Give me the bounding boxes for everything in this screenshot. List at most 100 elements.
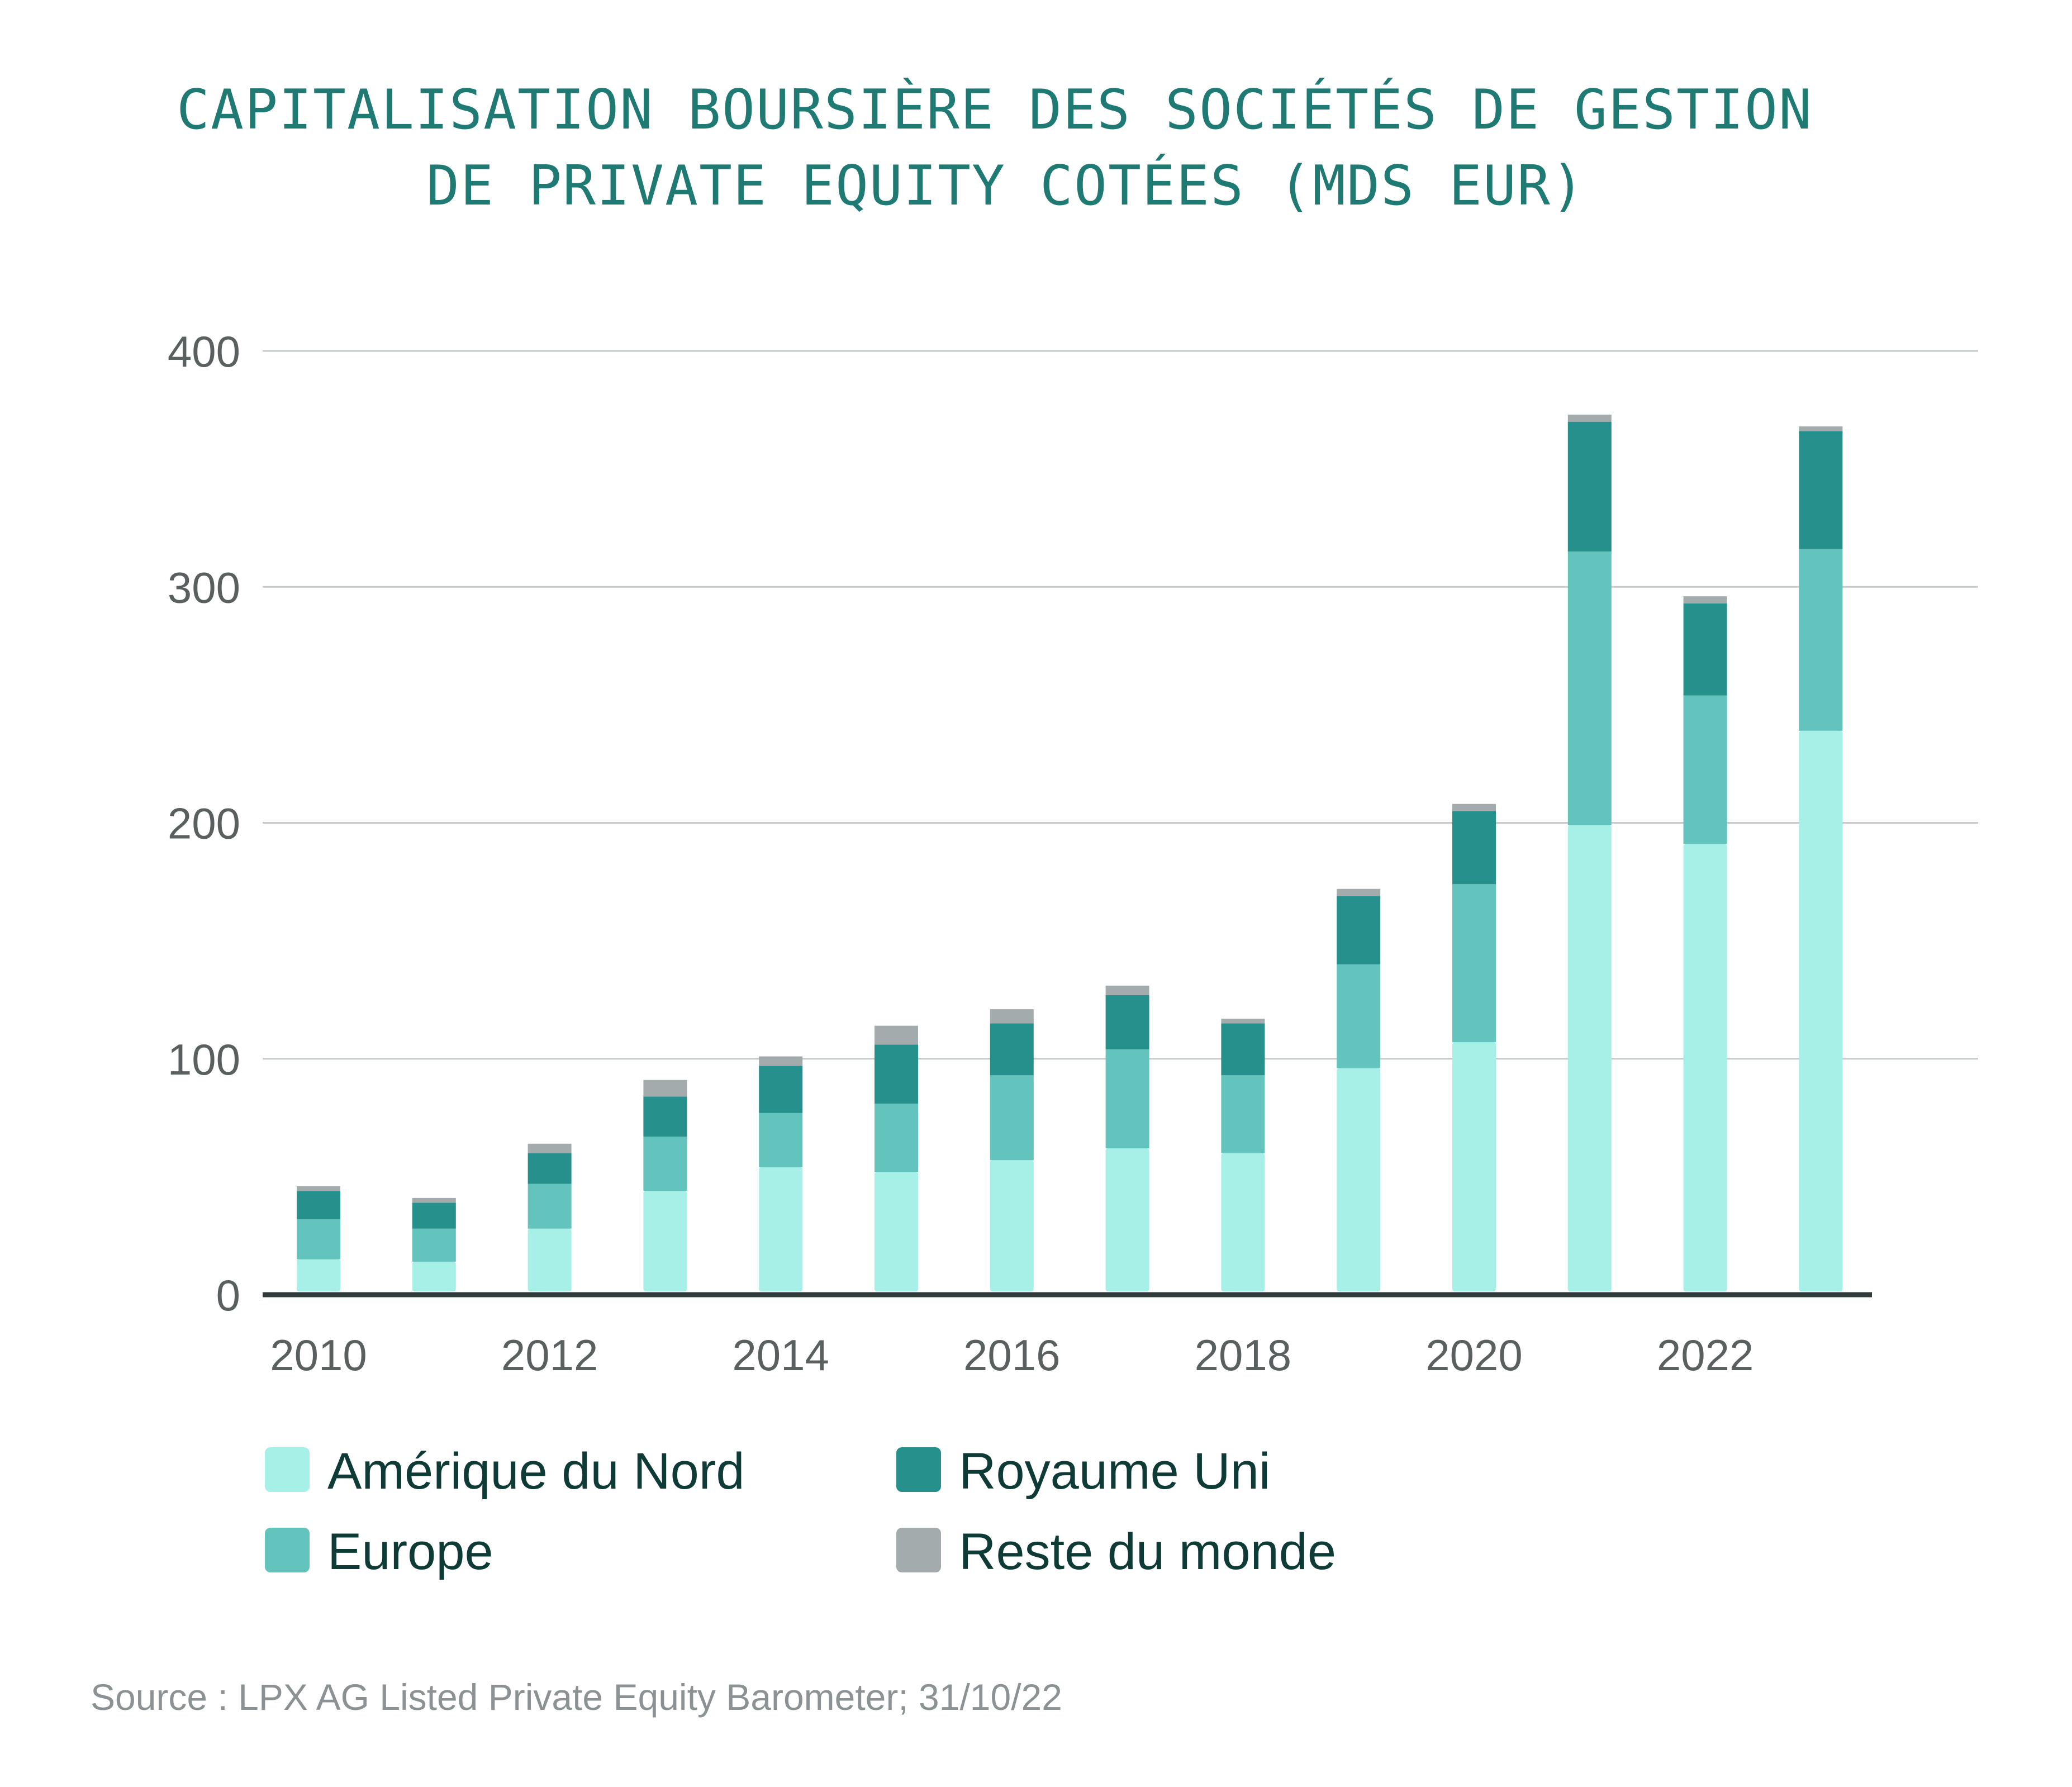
bar-group-2016 <box>990 1009 1034 1291</box>
legend-swatch-europe <box>265 1528 310 1572</box>
bar-2021-am-rique-du-nord <box>1567 825 1612 1291</box>
bar-2023-reste-du-monde <box>1799 426 1843 431</box>
bar-2013-reste-du-monde <box>643 1080 687 1097</box>
bar-2018-royaume-uni <box>1221 1023 1265 1076</box>
legend-item-amerique-du-nord: Amérique du Nord <box>265 1443 745 1500</box>
bar-group-2019 <box>1337 888 1381 1291</box>
bar-2016-royaume-uni <box>990 1023 1034 1076</box>
bar-2020-am-rique-du-nord <box>1452 1042 1496 1291</box>
bar-2011-reste-du-monde <box>412 1197 456 1203</box>
y-tick-label-0: 0 <box>216 1271 240 1320</box>
bar-2020-reste-du-monde <box>1452 804 1496 811</box>
bar-2019-royaume-uni <box>1337 896 1381 964</box>
x-tick-label-2016: 2016 <box>963 1330 1061 1380</box>
legend-label-royaume-uni: Royaume Uni <box>959 1443 1270 1500</box>
bar-2013-royaume-uni <box>643 1096 687 1137</box>
bar-2022-europe <box>1683 695 1727 844</box>
bar-2015-reste-du-monde <box>875 1025 918 1045</box>
bar-2018-am-rique-du-nord <box>1221 1153 1265 1291</box>
bar-2013-europe <box>643 1137 687 1191</box>
bar-group-2022 <box>1683 596 1727 1291</box>
bar-2011-am-rique-du-nord <box>412 1261 456 1291</box>
legend-label-amerique-du-nord: Amérique du Nord <box>327 1443 745 1500</box>
x-tick-label-2018: 2018 <box>1195 1330 1292 1380</box>
bar-2022-am-rique-du-nord <box>1683 844 1727 1291</box>
bar-2017-am-rique-du-nord <box>1105 1148 1149 1291</box>
bar-group-2023 <box>1799 426 1843 1291</box>
bar-group-2020 <box>1452 804 1496 1291</box>
bar-2010-europe <box>297 1219 340 1260</box>
x-tick-label-2010: 2010 <box>270 1330 367 1380</box>
bar-2020-europe <box>1452 884 1496 1043</box>
y-tick-label-200: 200 <box>168 799 240 848</box>
bar-2016-am-rique-du-nord <box>990 1160 1034 1291</box>
bar-group-2013 <box>643 1080 687 1291</box>
bar-group-2015 <box>875 1025 918 1291</box>
bar-2023-royaume-uni <box>1799 431 1843 549</box>
x-tick-label-2020: 2020 <box>1425 1330 1523 1380</box>
chart-title-line-2: DE PRIVATE EQUITY COTÉES (MDS EUR) <box>426 154 1585 218</box>
y-tick-label-300: 300 <box>168 563 240 612</box>
legend-swatch-reste-du-monde <box>896 1528 941 1572</box>
bar-2018-europe <box>1221 1075 1265 1153</box>
bar-2012-europe <box>527 1184 572 1229</box>
bar-2019-reste-du-monde <box>1337 888 1381 896</box>
bar-2023-europe <box>1799 549 1843 731</box>
bar-group-2010 <box>297 1186 340 1291</box>
legend-item-europe: Europe <box>265 1523 493 1580</box>
bar-2018-reste-du-monde <box>1221 1018 1265 1024</box>
legend-label-europe: Europe <box>327 1523 493 1580</box>
legend-swatch-amerique-du-nord <box>265 1447 310 1492</box>
bar-group-2021 <box>1567 415 1612 1291</box>
bar-2012-royaume-uni <box>527 1153 572 1184</box>
bar-group-2012 <box>527 1143 572 1291</box>
legend: Amérique du Nord Europe Royaume Uni Rest… <box>265 1443 1336 1580</box>
bar-2011-royaume-uni <box>412 1203 456 1229</box>
bar-2020-royaume-uni <box>1452 811 1496 885</box>
bar-2014-royaume-uni <box>759 1066 803 1113</box>
bar-2014-europe <box>759 1113 803 1167</box>
bar-2014-reste-du-monde <box>759 1056 803 1066</box>
bar-group-2011 <box>412 1197 456 1291</box>
bar-2022-reste-du-monde <box>1683 596 1727 603</box>
bar-2021-europe <box>1567 551 1612 825</box>
bar-2016-reste-du-monde <box>990 1009 1034 1024</box>
bar-2011-europe <box>412 1228 456 1262</box>
bar-group-2014 <box>759 1056 803 1291</box>
bar-2015-am-rique-du-nord <box>875 1172 918 1291</box>
bar-2019-europe <box>1337 964 1381 1068</box>
bar-2017-reste-du-monde <box>1105 985 1149 995</box>
bar-2016-europe <box>990 1075 1034 1161</box>
bar-2021-reste-du-monde <box>1567 415 1612 422</box>
y-axis-ticks: 0 100 200 300 400 <box>168 327 240 1320</box>
legend-swatch-royaume-uni <box>896 1447 941 1492</box>
bar-2023-am-rique-du-nord <box>1799 730 1843 1291</box>
legend-item-reste-du-monde: Reste du monde <box>896 1523 1336 1580</box>
bar-2017-europe <box>1105 1049 1149 1149</box>
x-tick-label-2012: 2012 <box>501 1330 598 1380</box>
bar-2022-royaume-uni <box>1683 603 1727 696</box>
bar-2012-am-rique-du-nord <box>527 1228 572 1291</box>
source-note: Source : LPX AG Listed Private Equity Ba… <box>91 1676 1062 1718</box>
x-axis-ticks: 2010 2012 2014 2016 2018 2020 2022 <box>270 1330 1753 1380</box>
x-tick-label-2014: 2014 <box>732 1330 829 1380</box>
bar-group-2017 <box>1105 985 1149 1291</box>
bar-2012-reste-du-monde <box>527 1143 572 1153</box>
bar-group-2018 <box>1221 1018 1265 1291</box>
bar-2014-am-rique-du-nord <box>759 1167 803 1291</box>
bar-2021-royaume-uni <box>1567 421 1612 552</box>
bar-2015-europe <box>875 1103 918 1172</box>
bar-2017-royaume-uni <box>1105 995 1149 1049</box>
bar-2015-royaume-uni <box>875 1044 918 1104</box>
bar-2010-am-rique-du-nord <box>297 1259 340 1291</box>
bar-2010-reste-du-monde <box>297 1186 340 1191</box>
y-tick-label-400: 400 <box>168 327 240 376</box>
bar-2013-am-rique-du-nord <box>643 1191 687 1291</box>
chart-title-line-1: CAPITALISATION BOURSIÈRE DES SOCIÉTÉS DE… <box>177 78 1813 142</box>
bar-2010-royaume-uni <box>297 1191 340 1219</box>
legend-label-reste-du-monde: Reste du monde <box>959 1523 1336 1580</box>
y-tick-label-100: 100 <box>168 1035 240 1084</box>
bars <box>297 415 1843 1291</box>
x-tick-label-2022: 2022 <box>1657 1330 1754 1380</box>
